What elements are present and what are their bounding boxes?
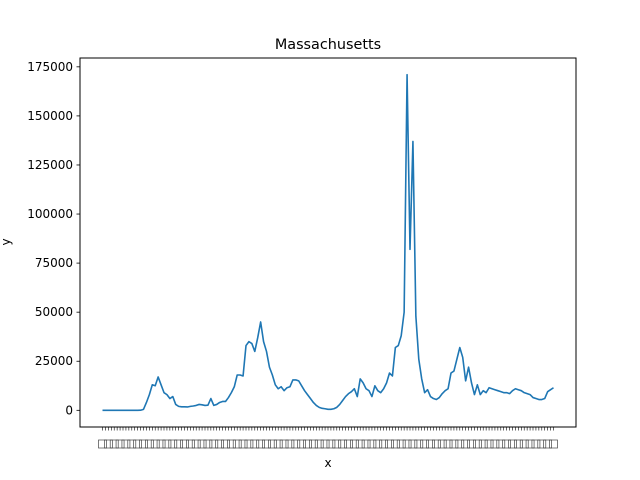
x-tick-label-mark [145,439,154,449]
x-tick-label-mark [127,439,137,449]
x-tick-label-mark [379,439,388,449]
x-tick-label-mark [238,439,248,449]
x-tick-label-mark [285,439,295,449]
x-tick-label-mark [98,439,107,449]
x-tick-label-mark [338,439,347,449]
x-tick-label-mark [139,439,148,449]
x-tick-label-mark [121,439,131,449]
x-tick-label-mark [133,439,142,449]
x-tick-label-mark [221,439,230,449]
x-axis-label: x [324,456,331,470]
y-tick-label: 0 [65,403,73,417]
x-tick-label-mark [320,439,330,449]
x-tick-label-mark [197,439,207,449]
x-tick-label-mark [209,439,219,449]
x-tick-label-mark [186,439,195,449]
x-tick-label-mark [473,439,482,449]
x-axis [98,427,558,449]
x-tick-label-mark [162,439,172,449]
x-tick-label-mark [537,439,547,449]
y-tick-label: 100000 [27,207,73,221]
x-tick-label-mark [402,439,412,449]
x-tick-label-mark [174,439,183,449]
x-tick-label-mark [227,439,236,449]
x-tick-label-mark [502,439,511,449]
x-tick-label-mark [232,439,242,449]
x-tick-label-mark [250,439,260,449]
x-tick-label-mark [519,439,529,449]
x-tick-label-mark [420,439,429,449]
x-tick-label-mark [373,439,383,449]
x-tick-label-mark [168,439,178,449]
series-line [102,73,554,412]
y-tick-label: 150000 [27,109,73,123]
x-tick-label-mark [367,439,377,449]
x-tick-label-mark [314,439,324,449]
x-tick-label-mark [543,439,552,449]
x-tick-label-mark [432,439,441,449]
x-tick-label-mark [455,439,465,449]
x-tick-label-mark [115,439,125,449]
x-tick-label-mark [244,439,254,449]
x-tick-label-mark [350,439,359,449]
y-tick-label: 50000 [35,305,73,319]
x-tick-label-mark [156,439,166,449]
x-tick-label-mark [443,439,453,449]
x-tick-label-mark [525,439,535,449]
y-tick-label: 175000 [27,60,73,74]
x-tick-label-mark [109,439,119,449]
x-tick-label-mark [326,439,336,449]
x-tick-label-mark [273,439,283,449]
x-tick-label-mark [426,439,435,449]
x-tick-label-mark [508,439,517,449]
x-tick-label-mark [104,439,113,449]
x-tick-label-mark [490,439,500,449]
x-tick-label-mark [279,439,289,449]
x-tick-label-mark [391,439,400,449]
x-tick-label-mark [531,439,541,449]
chart-title: Massachusetts [275,37,381,53]
x-tick-label-mark [191,439,201,449]
x-tick-label-mark [549,439,558,449]
x-tick-label-mark [297,439,306,449]
x-tick-label-mark [437,439,447,449]
x-tick-label-mark [385,439,394,449]
x-tick-label-mark [408,439,418,449]
x-tick-label-mark [332,439,342,449]
x-tick-label-mark [496,439,506,449]
x-tick-label-mark [203,439,213,449]
x-tick-label-mark [461,439,470,449]
x-tick-label-mark [256,439,265,449]
y-axis-label: y [0,238,13,245]
x-tick-label-mark [180,439,189,449]
x-tick-label-mark [262,439,271,449]
x-tick-label-mark [467,439,476,449]
x-tick-label-mark [449,439,459,449]
x-tick-label-mark [268,439,277,449]
x-tick-label-mark [215,439,224,449]
y-tick-label: 75000 [35,256,73,270]
x-tick-label-mark [303,439,312,449]
x-tick-label-mark [514,439,523,449]
x-tick-label-mark [291,439,301,449]
x-tick-label-mark [344,439,353,449]
x-tick-label-mark [150,439,160,449]
x-tick-label-mark [478,439,488,449]
x-tick-label-mark [361,439,371,449]
y-tick-label: 25000 [35,354,73,368]
y-tick-label: 125000 [27,158,73,172]
x-tick-label-mark [309,439,318,449]
y-axis: 0 25000 50000 75000 100000 125000 150000 175000 [27,60,80,417]
x-tick-label-mark [355,439,365,449]
x-tick-label-mark [414,439,424,449]
x-tick-label-mark [396,439,406,449]
x-tick-label-mark [484,439,494,449]
